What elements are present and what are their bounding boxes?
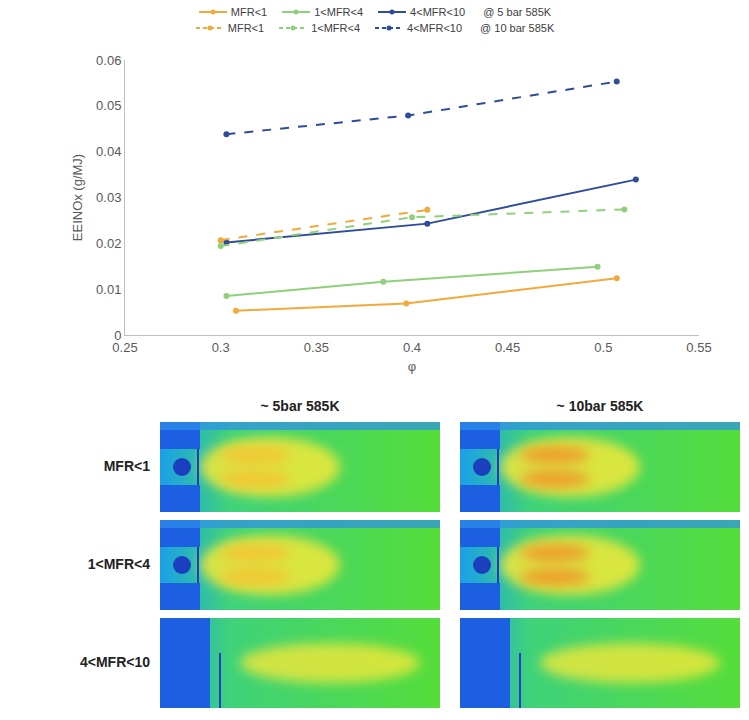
svg-text:0.4: 0.4 (403, 340, 421, 355)
svg-text:0.03: 0.03 (96, 190, 121, 205)
html-text:1<MFR<4: 1<MFR<4 (314, 6, 364, 18)
html-text:1<MFR<4: 1<MFR<4 (87, 556, 150, 572)
svg-text:0.05: 0.05 (96, 98, 121, 113)
svg-text:0.5: 0.5 (594, 340, 612, 355)
html-text:MFR<1: MFR<1 (230, 6, 268, 18)
svg-text:φ: φ (408, 359, 416, 374)
html-text:@ 10 bar 585K: @ 10 bar 585K (480, 22, 555, 34)
svg-text:0.02: 0.02 (96, 236, 121, 251)
html-text:4<MFR<10: 4<MFR<10 (407, 22, 463, 34)
svg-text:0.45: 0.45 (495, 340, 520, 355)
html-text:MFR<1: MFR<1 (227, 22, 265, 34)
svg-text:0.04: 0.04 (96, 144, 121, 159)
svg-text:0: 0 (114, 328, 121, 343)
html-text:4<MFR<10: 4<MFR<10 (80, 654, 150, 670)
svg-text:EEINOx (g/MJ): EEINOx (g/MJ) (70, 154, 85, 241)
svg-text:0.25: 0.25 (112, 340, 137, 355)
html-text:~ 10bar 585K: ~ 10bar 585K (556, 398, 644, 414)
svg-text:0.3: 0.3 (212, 340, 230, 355)
svg-text:0.06: 0.06 (96, 53, 121, 68)
html-text:1<MFR<4: 1<MFR<4 (311, 22, 360, 34)
svg-text:0.01: 0.01 (96, 282, 121, 297)
html-text:MFR<1: MFR<1 (103, 458, 150, 474)
html-text:@ 5 bar 585K: @ 5 bar 585K (483, 6, 552, 18)
html-text:4<MFR<10: 4<MFR<10 (410, 6, 466, 18)
svg-text:0.35: 0.35 (304, 340, 329, 355)
html-text:~ 5bar 585K: ~ 5bar 585K (260, 398, 340, 414)
svg-text:0.55: 0.55 (686, 340, 711, 355)
